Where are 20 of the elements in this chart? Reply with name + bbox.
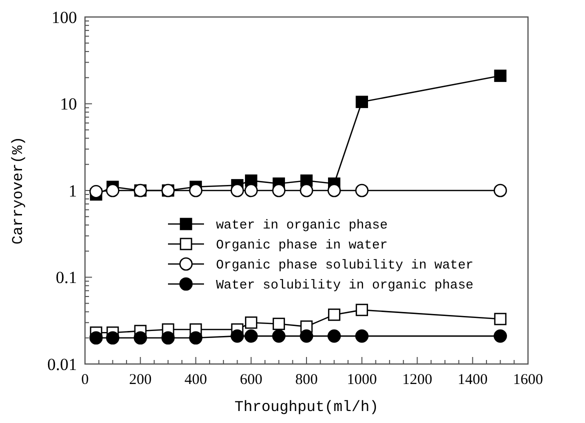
legend-label: Organic phase solubility in water bbox=[216, 258, 474, 273]
x-tick-label: 600 bbox=[240, 372, 262, 388]
legend-label: Organic phase in water bbox=[216, 238, 388, 253]
x-tick-label: 1600 bbox=[513, 372, 543, 388]
x-axis-title: Throughput(ml/h) bbox=[234, 399, 379, 416]
y-tick-label: 100 bbox=[52, 8, 77, 27]
x-tick-label: 1400 bbox=[458, 372, 488, 388]
x-tick-label: 0 bbox=[81, 372, 89, 388]
x-tick-label: 1000 bbox=[346, 372, 377, 388]
legend-label: water in organic phase bbox=[216, 218, 388, 233]
y-tick-label: 10 bbox=[60, 94, 77, 114]
x-tick-label: 200 bbox=[129, 372, 152, 388]
y-tick-label: 0.01 bbox=[47, 354, 77, 374]
x-tick-label: 400 bbox=[184, 372, 207, 388]
x-tick-label: 1200 bbox=[402, 372, 432, 388]
y-tick-label: 1 bbox=[68, 181, 77, 200]
x-tick-label: 800 bbox=[295, 372, 318, 388]
y-tick-label: 0.1 bbox=[56, 268, 77, 288]
legend-label: Water solubility in organic phase bbox=[216, 278, 474, 293]
y-axis-title: Carryover(%) bbox=[10, 136, 27, 245]
